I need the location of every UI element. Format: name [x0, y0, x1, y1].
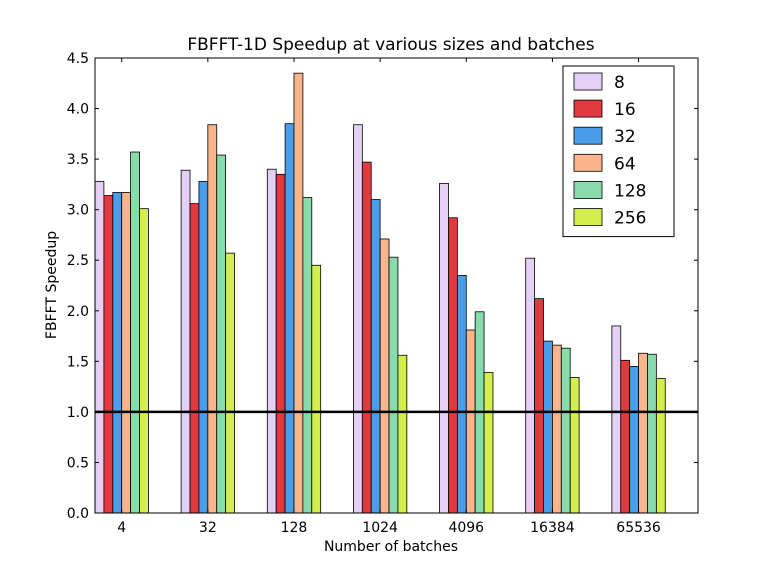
legend-label-16: 16	[614, 100, 636, 120]
bar-256-32	[225, 252, 235, 514]
y-tick-label: 1.0	[67, 405, 89, 421]
bar-32-4	[112, 192, 123, 514]
bar-32-4096	[456, 274, 467, 514]
y-tick-label: 1.5	[67, 354, 89, 370]
y-tick-label: 4.0	[67, 102, 89, 118]
y-tick-label: 4.5	[67, 51, 89, 67]
x-axis-title: Number of batches	[324, 539, 458, 555]
bar-8-65536	[611, 325, 622, 514]
bar-32-128	[284, 123, 295, 514]
bar-32-16384	[543, 340, 553, 514]
x-tick-label: 16384	[530, 520, 575, 536]
legend-label-128: 128	[614, 181, 646, 201]
x-tick-label: 128	[281, 520, 308, 536]
bar-128-65536	[647, 353, 657, 514]
bar-32-32	[198, 180, 209, 514]
x-tick-label: 1024	[362, 520, 398, 536]
y-axis-title: FBFFT Speedup	[44, 231, 60, 339]
legend-label-8: 8	[614, 73, 625, 93]
legend-swatch-8	[573, 72, 603, 91]
bar-16-4	[103, 195, 114, 514]
plot-frame	[94, 57, 699, 514]
bar-16-4096	[448, 217, 458, 514]
bar-8-32	[180, 169, 191, 514]
bar-256-4096	[483, 372, 494, 514]
bar-8-4	[94, 180, 105, 514]
bar-64-32	[207, 124, 218, 514]
y-tick-label: 3.5	[67, 152, 89, 168]
bar-256-16384	[569, 377, 580, 514]
legend-swatch-16	[573, 99, 603, 118]
bar-8-4096	[439, 182, 449, 514]
bar-16-32	[189, 203, 200, 514]
bar-64-128	[293, 72, 304, 514]
legend-label-32: 32	[614, 127, 636, 147]
bar-128-32	[216, 154, 227, 514]
bar-128-1024	[388, 256, 399, 514]
bar-8-16384	[525, 257, 536, 514]
x-tick-label: 32	[199, 520, 217, 536]
y-tick-label: 0.5	[67, 455, 89, 471]
legend-label-256: 256	[614, 209, 646, 229]
x-tick-label: 4	[117, 520, 126, 536]
bar-16-128	[275, 173, 286, 514]
bar-256-1024	[397, 354, 408, 514]
x-tick-label: 4096	[448, 520, 484, 536]
x-tick-label: 65536	[616, 520, 661, 536]
bar-128-16384	[560, 347, 571, 514]
y-tick-label: 2.5	[67, 253, 89, 269]
bar-64-16384	[552, 344, 562, 514]
bar-256-128	[311, 264, 322, 514]
bar-256-4	[139, 208, 149, 514]
bar-128-128	[302, 197, 313, 514]
bar-64-4	[121, 192, 131, 514]
legend-swatch-64	[573, 153, 603, 172]
bar-32-1024	[370, 199, 381, 514]
bar-16-65536	[620, 359, 631, 514]
bar-64-65536	[638, 352, 648, 514]
bar-8-1024	[353, 124, 363, 514]
legend-swatch-256	[573, 208, 603, 226]
y-tick-label: 2.0	[67, 304, 89, 320]
bar-16-1024	[361, 161, 372, 514]
bar-256-65536	[655, 378, 666, 514]
y-tick-label: 3.0	[67, 203, 89, 219]
bar-64-4096	[465, 329, 476, 514]
x-axis: 4 32 128 1024 4096 16384 65536	[117, 58, 661, 536]
legend: 8 16 32 64 128 256	[562, 65, 675, 238]
bar-64-1024	[379, 238, 390, 514]
legend-label-64: 64	[614, 154, 636, 174]
bar-8-128	[266, 168, 277, 514]
legend-swatch-32	[573, 126, 603, 145]
legend-swatch-128	[573, 180, 603, 199]
chart-title: FBFFT-1D Speedup at various sizes and ba…	[187, 35, 594, 55]
y-axis: 0.0 0.5 1.0 1.5 2.0 2.5 3.0 3.5 4.0 4.5	[67, 51, 698, 522]
bar-32-65536	[629, 365, 639, 514]
y-tick-label: 0.0	[67, 506, 89, 522]
bar-16-16384	[534, 298, 544, 514]
bar-128-4	[130, 151, 140, 514]
